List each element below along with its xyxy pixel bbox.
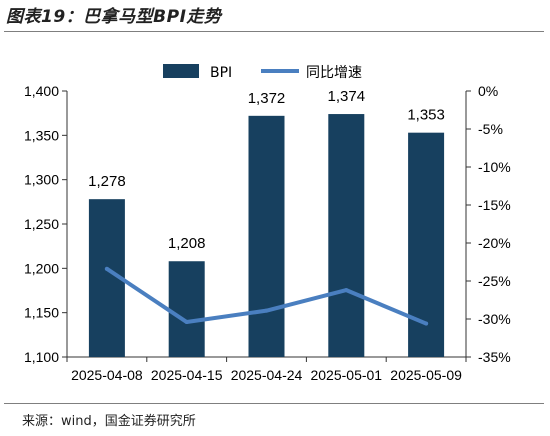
right-tick-label: -35% — [478, 349, 511, 365]
right-tick-label: -5% — [478, 121, 503, 137]
x-tick-label: 2025-04-15 — [151, 367, 223, 383]
x-tick-label: 2025-05-01 — [310, 367, 382, 383]
right-tick-label: -30% — [478, 311, 511, 327]
legend-swatch-bpi — [163, 64, 199, 78]
left-tick-label: 1,150 — [24, 305, 59, 321]
source-note: 来源：wind，国金证券研究所 — [22, 414, 196, 429]
bar-series — [88, 114, 445, 358]
left-tick-label: 1,200 — [24, 260, 59, 276]
bar-value-label: 1,353 — [407, 107, 445, 124]
right-tick-label: 0% — [478, 83, 498, 99]
bar — [248, 115, 285, 358]
left-tick-label: 1,250 — [24, 216, 59, 232]
left-tick-label: 1,400 — [24, 83, 59, 99]
bar-value-label: 1,208 — [168, 235, 206, 252]
legend-label-growth: 同比增速 — [306, 65, 362, 81]
bar-value-label: 1,278 — [88, 173, 126, 190]
growth-point — [184, 320, 189, 325]
x-tick-label: 2025-04-08 — [71, 367, 143, 383]
left-tick-label: 1,350 — [24, 127, 59, 143]
left-tick-label: 1,300 — [24, 172, 59, 188]
axes: 1,100 1,150 1,200 1,250 1,300 1,350 1,400 -35% -… — [24, 83, 511, 383]
title-divider — [4, 31, 544, 32]
right-tick-label: -10% — [478, 159, 511, 175]
bar — [328, 114, 365, 357]
legend: BPI 同比增速 — [163, 64, 362, 81]
growth-point — [104, 266, 109, 271]
line-series — [104, 266, 429, 326]
chart-title: 图表19：巴拿马型BPI走势 — [6, 7, 222, 27]
x-tick-label: 2025-04-24 — [231, 367, 303, 383]
right-tick-label: -15% — [478, 197, 511, 213]
x-tick-label: 2025-05-09 — [390, 367, 462, 383]
bar — [168, 261, 205, 357]
left-tick-label: 1,100 — [24, 349, 59, 365]
growth-point — [424, 321, 429, 326]
right-tick-label: -25% — [478, 273, 511, 289]
growth-point — [344, 288, 349, 293]
bar-value-label: 1,372 — [248, 90, 286, 107]
legend-label-bpi: BPI — [210, 65, 232, 81]
bar-data-labels: 1,278 1,208 1,372 1,374 1,353 — [88, 88, 445, 252]
footer-divider — [4, 403, 544, 404]
growth-point — [264, 308, 269, 313]
right-tick-label: -20% — [478, 235, 511, 251]
bar-value-label: 1,374 — [328, 88, 366, 105]
